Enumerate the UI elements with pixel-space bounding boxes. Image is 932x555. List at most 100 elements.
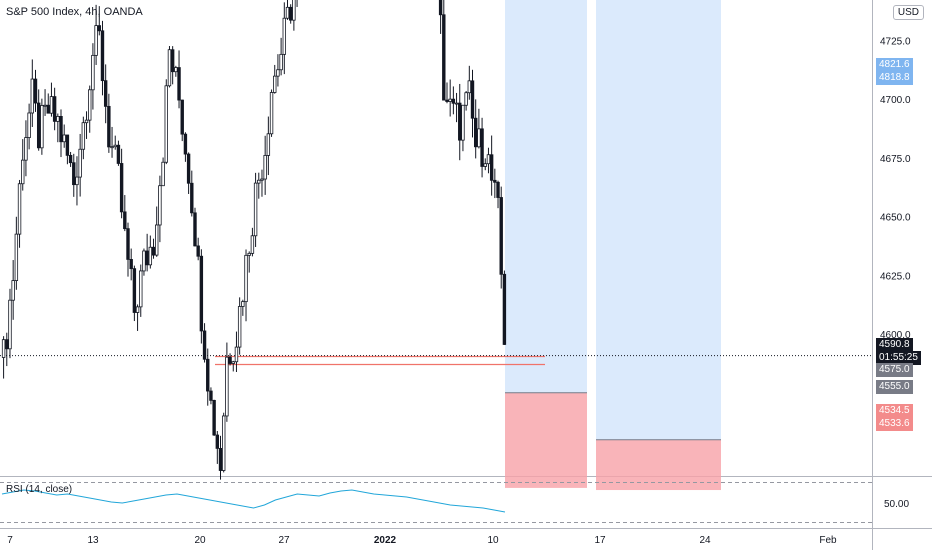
candle-body — [81, 122, 86, 150]
candle — [276, 54, 280, 87]
candle-body — [263, 155, 267, 180]
stop-zone-2 — [596, 439, 721, 491]
candle — [62, 124, 66, 148]
candle — [94, 4, 98, 65]
candle — [190, 170, 194, 217]
candle — [5, 332, 9, 367]
position-tools — [505, 0, 721, 491]
candle — [221, 412, 226, 473]
candle-body — [132, 268, 137, 313]
candle — [180, 99, 184, 142]
candle — [139, 264, 143, 317]
candle — [253, 172, 258, 247]
candle — [81, 116, 86, 160]
candle-body — [260, 178, 264, 181]
candle-body — [486, 154, 491, 165]
price-tag-target-1: 4821.6 — [876, 58, 913, 72]
candle — [241, 299, 245, 316]
candle-body — [288, 6, 293, 21]
candle — [164, 79, 168, 165]
candle-body — [206, 358, 210, 392]
candle-body — [442, 14, 446, 101]
candle-body — [445, 99, 449, 102]
candle-body — [473, 117, 478, 148]
candle-body — [279, 53, 283, 71]
candle-body — [167, 49, 172, 87]
candle-body — [228, 356, 232, 364]
candle — [442, 0, 446, 101]
candle-body — [119, 163, 124, 213]
price-tick-label: 4725.0 — [880, 36, 911, 47]
candle — [49, 82, 54, 117]
candle-body — [234, 346, 239, 363]
candle — [215, 430, 220, 464]
candle — [129, 248, 133, 281]
candle — [237, 297, 242, 355]
candle — [292, 0, 296, 31]
candle — [119, 148, 124, 219]
candle — [454, 92, 459, 123]
candle-body — [202, 330, 207, 360]
candle-body — [199, 255, 204, 332]
candle — [193, 207, 197, 247]
candle-body — [142, 250, 146, 272]
candle-body — [46, 104, 50, 114]
candle — [155, 206, 159, 257]
candle-body — [237, 306, 242, 348]
price-tick-label: 4650.0 — [880, 213, 911, 224]
candle — [209, 387, 213, 405]
candle-body — [502, 273, 507, 345]
candle — [202, 323, 207, 363]
candle — [21, 139, 25, 191]
candle — [186, 152, 191, 194]
candle — [30, 59, 35, 127]
candle-body — [448, 98, 452, 102]
candle-body — [480, 128, 484, 167]
candle — [107, 93, 111, 153]
candle — [91, 43, 95, 110]
candle-body — [470, 80, 475, 119]
price-tag-stop-1: 4534.5 — [876, 404, 913, 418]
candle-body — [493, 179, 497, 183]
candle-body — [24, 137, 28, 161]
candle-body — [5, 339, 9, 350]
candles — [1, 0, 507, 480]
candle — [438, 0, 443, 34]
candle-body — [100, 30, 105, 82]
candle — [97, 6, 101, 36]
currency-button[interactable]: USD — [892, 5, 924, 20]
candle-body — [62, 134, 66, 143]
candle — [458, 83, 462, 161]
candle — [489, 135, 494, 196]
rsi-tick-label: 50.00 — [884, 499, 909, 510]
candle — [218, 435, 223, 480]
candle — [11, 260, 15, 320]
candle-body — [161, 161, 165, 187]
candle-body — [257, 179, 261, 184]
candle-body — [218, 448, 223, 471]
candle-body — [282, 17, 287, 55]
time-tick-label: 10 — [487, 535, 499, 546]
candle — [8, 288, 12, 359]
candle — [247, 251, 251, 273]
candle-body — [33, 78, 38, 104]
price-tick-label: 4625.0 — [880, 271, 911, 282]
candle-body — [17, 183, 22, 235]
candle — [212, 399, 216, 436]
candle-body — [215, 434, 220, 449]
candle-body — [155, 224, 159, 256]
time-tick-label: 17 — [594, 535, 606, 546]
price-tick-label: 4600.0 — [880, 330, 911, 341]
candle — [260, 169, 264, 197]
candle-body — [247, 252, 251, 256]
candle — [269, 89, 274, 137]
candle — [14, 216, 19, 290]
candle-body — [170, 49, 175, 73]
time-tick-label: Feb — [819, 535, 837, 546]
candle-body — [177, 67, 181, 101]
candle — [496, 180, 500, 209]
price-tick-label: 4675.0 — [880, 154, 911, 165]
candle — [110, 126, 114, 158]
